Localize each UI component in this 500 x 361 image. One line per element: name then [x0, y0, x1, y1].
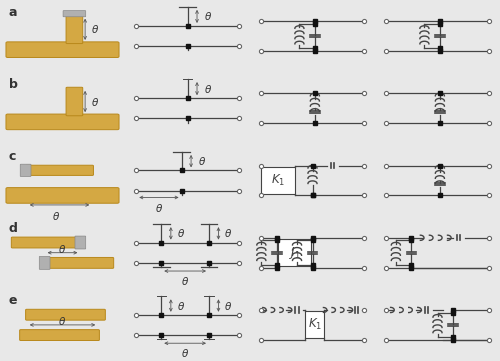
FancyBboxPatch shape: [6, 114, 119, 130]
Text: a: a: [9, 5, 18, 18]
Text: b: b: [9, 78, 18, 91]
Text: $K_1$: $K_1$: [271, 173, 285, 188]
Text: e: e: [9, 294, 18, 307]
FancyBboxPatch shape: [44, 257, 114, 268]
Text: $\theta$: $\theta$: [224, 300, 232, 312]
Text: $\theta$: $\theta$: [181, 347, 189, 359]
FancyBboxPatch shape: [26, 165, 94, 175]
FancyBboxPatch shape: [306, 311, 324, 339]
Text: $J_1$: $J_1$: [288, 245, 300, 261]
Text: $\theta$: $\theta$: [204, 83, 212, 95]
FancyBboxPatch shape: [6, 188, 119, 203]
Text: c: c: [9, 150, 16, 163]
FancyBboxPatch shape: [75, 236, 86, 249]
Text: $\theta$: $\theta$: [224, 227, 232, 239]
FancyBboxPatch shape: [6, 42, 119, 57]
Text: $\theta$: $\theta$: [58, 243, 66, 255]
Text: $\theta$: $\theta$: [155, 201, 163, 214]
FancyBboxPatch shape: [20, 330, 100, 340]
FancyBboxPatch shape: [40, 256, 50, 269]
Text: $\theta$: $\theta$: [91, 96, 99, 108]
Text: $\theta$: $\theta$: [198, 155, 206, 167]
Text: $\theta$: $\theta$: [52, 210, 60, 222]
Text: d: d: [9, 222, 18, 235]
Text: $\theta$: $\theta$: [91, 23, 99, 35]
Text: $K_1$: $K_1$: [308, 317, 322, 332]
Text: $\theta$: $\theta$: [177, 300, 185, 312]
FancyBboxPatch shape: [63, 10, 86, 17]
Text: $\theta$: $\theta$: [181, 275, 189, 287]
FancyBboxPatch shape: [66, 87, 82, 116]
FancyBboxPatch shape: [278, 239, 312, 266]
Text: $\theta$: $\theta$: [58, 315, 66, 327]
FancyBboxPatch shape: [12, 237, 82, 248]
Text: $\theta$: $\theta$: [204, 10, 212, 22]
Text: $\theta$: $\theta$: [177, 227, 185, 239]
FancyBboxPatch shape: [262, 167, 294, 194]
FancyBboxPatch shape: [20, 164, 31, 177]
FancyBboxPatch shape: [26, 309, 106, 320]
FancyBboxPatch shape: [66, 15, 82, 44]
